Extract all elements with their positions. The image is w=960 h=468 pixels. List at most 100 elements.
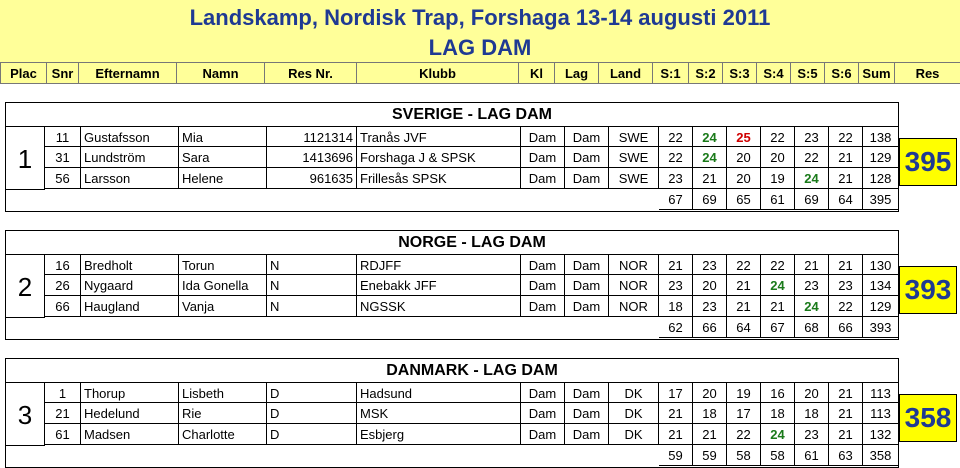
team-result: 395 xyxy=(899,138,957,186)
cell-resnr: 1413696 xyxy=(267,147,357,168)
cell-snr: 31 xyxy=(45,147,81,168)
cell-klubb: NGSSK xyxy=(357,296,521,317)
cell-resnr: D xyxy=(267,403,357,424)
cell-series-5: 23 xyxy=(795,424,829,445)
cell-snr: 21 xyxy=(45,403,81,424)
cell-series-2: 24 xyxy=(693,147,727,168)
cell-series-3: 25 xyxy=(727,126,761,147)
cell-series-6: 22 xyxy=(829,126,863,147)
cell-series-1: 21 xyxy=(659,424,693,445)
cell-snr: 11 xyxy=(45,126,81,147)
cell-kl: Dam xyxy=(521,168,565,189)
column-header-s-6: S:6 xyxy=(824,62,858,84)
team-place: 2 xyxy=(5,254,45,318)
cell-series-2: 21 xyxy=(693,424,727,445)
cell-series-6: 23 xyxy=(829,275,863,296)
column-header-land: Land xyxy=(598,62,652,84)
cell-series-3: 21 xyxy=(727,296,761,317)
cell-lag: Dam xyxy=(565,126,609,147)
cell-klubb: Tranås JVF xyxy=(357,126,521,147)
cell-series-5: 24 xyxy=(795,296,829,317)
series-total-5: 68 xyxy=(795,317,829,338)
cell-efternamn: Gustafsson xyxy=(81,126,179,147)
cell-kl: Dam xyxy=(521,424,565,445)
cell-land: DK xyxy=(609,403,659,424)
cell-series-4: 21 xyxy=(761,296,795,317)
cell-efternamn: Larsson xyxy=(81,168,179,189)
cell-klubb: Enebakk JFF xyxy=(357,275,521,296)
cell-efternamn: Lundström xyxy=(81,147,179,168)
cell-efternamn: Nygaard xyxy=(81,275,179,296)
team-place: 3 xyxy=(5,382,45,446)
column-header-klubb: Klubb xyxy=(356,62,518,84)
series-total-5: 61 xyxy=(795,445,829,466)
cell-series-1: 23 xyxy=(659,275,693,296)
cell-series-6: 21 xyxy=(829,403,863,424)
cell-efternamn: Bredholt xyxy=(81,254,179,275)
series-total-2: 69 xyxy=(693,189,727,210)
cell-series-4: 22 xyxy=(761,126,795,147)
cell-series-5: 20 xyxy=(795,382,829,403)
team-place: 1 xyxy=(5,126,45,190)
cell-efternamn: Madsen xyxy=(81,424,179,445)
cell-series-2: 20 xyxy=(693,275,727,296)
cell-series-2: 21 xyxy=(693,168,727,189)
cell-snr: 66 xyxy=(45,296,81,317)
cell-namn: Torun xyxy=(179,254,267,275)
cell-series-6: 21 xyxy=(829,382,863,403)
series-total-1: 67 xyxy=(659,189,693,210)
report-header: Landskamp, Nordisk Trap, Forshaga 13-14 … xyxy=(0,0,960,84)
cell-snr: 1 xyxy=(45,382,81,403)
cell-land: SWE xyxy=(609,168,659,189)
series-total-3: 58 xyxy=(727,445,761,466)
cell-snr: 16 xyxy=(45,254,81,275)
cell-series-3: 22 xyxy=(727,424,761,445)
cell-kl: Dam xyxy=(521,382,565,403)
cell-resnr: 961635 xyxy=(267,168,357,189)
cell-series-2: 23 xyxy=(693,254,727,275)
series-total-6: 64 xyxy=(829,189,863,210)
series-total-6: 66 xyxy=(829,317,863,338)
cell-series-4: 18 xyxy=(761,403,795,424)
cell-land: DK xyxy=(609,382,659,403)
page-subtitle: LAG DAM xyxy=(428,35,532,60)
cell-klubb: Forshaga J & SPSK xyxy=(357,147,521,168)
cell-namn: Sara xyxy=(179,147,267,168)
sum-total: 395 xyxy=(863,189,899,210)
cell-lag: Dam xyxy=(565,254,609,275)
cell-resnr: N xyxy=(267,254,357,275)
cell-series-6: 22 xyxy=(829,296,863,317)
cell-sum: 113 xyxy=(863,382,899,403)
cell-sum: 134 xyxy=(863,275,899,296)
column-header-s-4: S:4 xyxy=(756,62,790,84)
series-total-3: 64 xyxy=(727,317,761,338)
series-total-2: 59 xyxy=(693,445,727,466)
column-header-namn: Namn xyxy=(176,62,264,84)
cell-namn: Charlotte xyxy=(179,424,267,445)
cell-series-1: 21 xyxy=(659,254,693,275)
column-header-row: Plac Snr Efternamn Namn Res Nr. Klubb Kl Lag Lan… xyxy=(0,62,960,84)
cell-efternamn: Haugland xyxy=(81,296,179,317)
cell-series-6: 21 xyxy=(829,254,863,275)
series-total-4: 58 xyxy=(761,445,795,466)
cell-series-4: 24 xyxy=(761,424,795,445)
cell-series-1: 18 xyxy=(659,296,693,317)
team-block: SVERIGE - LAG DAM 1 11 Gustafsson Mia 1121314… xyxy=(5,102,958,212)
team-block: NORGE - LAG DAM 2 16 Bredholt Torun N RDJFF Dam… xyxy=(5,230,958,340)
cell-land: SWE xyxy=(609,126,659,147)
cell-series-1: 22 xyxy=(659,126,693,147)
cell-lag: Dam xyxy=(565,424,609,445)
cell-series-4: 19 xyxy=(761,168,795,189)
cell-land: DK xyxy=(609,424,659,445)
cell-sum: 138 xyxy=(863,126,899,147)
cell-series-4: 16 xyxy=(761,382,795,403)
cell-series-3: 21 xyxy=(727,275,761,296)
column-header-s-3: S:3 xyxy=(722,62,756,84)
cell-series-5: 21 xyxy=(795,254,829,275)
cell-sum: 113 xyxy=(863,403,899,424)
series-total-3: 65 xyxy=(727,189,761,210)
team-result: 358 xyxy=(899,394,957,442)
cell-land: SWE xyxy=(609,147,659,168)
cell-efternamn: Thorup xyxy=(81,382,179,403)
cell-series-5: 18 xyxy=(795,403,829,424)
